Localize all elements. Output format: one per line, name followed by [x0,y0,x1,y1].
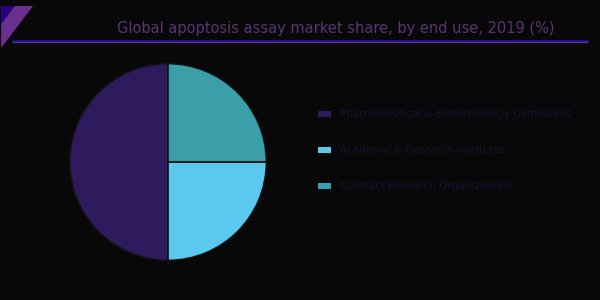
Text: Pharmaceutical & Biotechnology Companies: Pharmaceutical & Biotechnology Companies [340,109,572,119]
Text: Contract Research Organizations: Contract Research Organizations [340,181,512,191]
Text: Global apoptosis assay market share, by end use, 2019 (%): Global apoptosis assay market share, by … [117,21,555,36]
Wedge shape [70,64,168,260]
Wedge shape [168,64,266,162]
Text: Academic & Research Institutes: Academic & Research Institutes [340,145,506,155]
Wedge shape [168,162,266,260]
